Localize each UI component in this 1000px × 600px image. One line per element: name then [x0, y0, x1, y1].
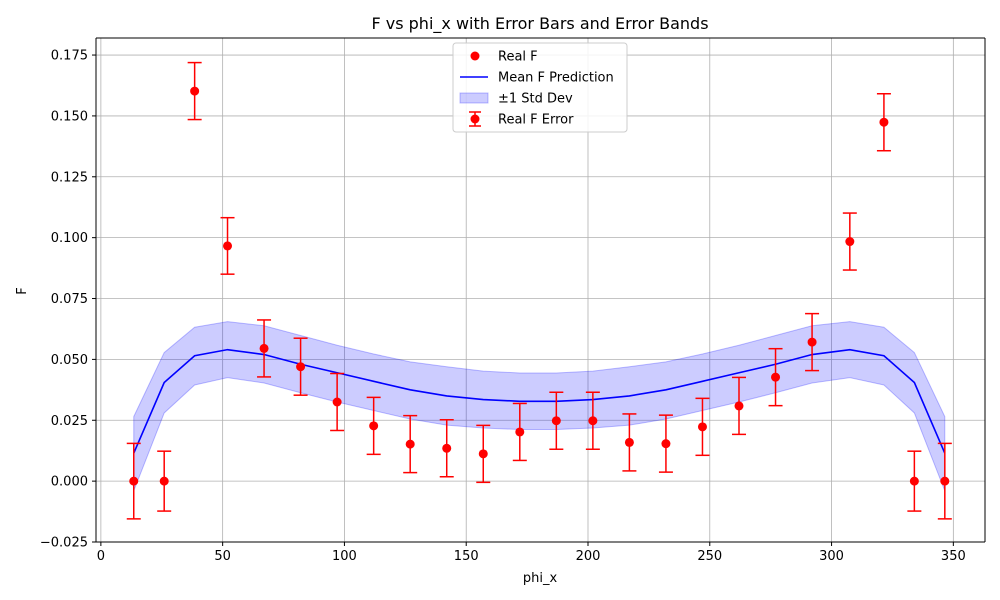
real-f-point: [661, 439, 671, 449]
legend: Real F Mean F Prediction ±1 Std Dev Real F …: [452, 42, 628, 133]
band-layer: [133, 321, 946, 492]
y-tick-label: 0.000: [51, 475, 88, 490]
axes-layer: [95, 37, 986, 543]
real-f-point: [624, 437, 634, 447]
x-tick-label: 100: [332, 549, 357, 564]
y-tick-label: 0.100: [51, 231, 88, 246]
point-layer: [129, 86, 950, 486]
legend-box: [452, 42, 628, 133]
real-f-point: [940, 476, 950, 486]
legend-item: ±1 Std Dev: [459, 92, 573, 107]
real-f-point: [369, 421, 379, 431]
legend-label: Mean F Prediction: [498, 71, 614, 86]
legend-label: Real F: [498, 50, 538, 65]
tick-layer: 0 50 100 150 200 250 300 350 −0.025 0.000 0.025 0.0…: [40, 49, 966, 564]
y-tick-label: 0.175: [51, 49, 88, 64]
real-f-point: [442, 443, 452, 453]
x-tick-label: 150: [454, 549, 479, 564]
real-f-point: [296, 362, 306, 372]
x-tick-label: 50: [214, 549, 231, 564]
y-tick-label: 0.150: [51, 109, 88, 124]
legend-label: Real F Error: [498, 113, 574, 128]
y-axis-label: F: [15, 287, 30, 294]
real-f-point: [879, 117, 889, 127]
real-f-point: [807, 337, 817, 347]
legend-marker: [470, 51, 480, 61]
legend-marker: [470, 114, 480, 124]
y-tick-label: 0.050: [51, 353, 88, 368]
real-f-point: [588, 416, 598, 426]
real-f-point: [332, 397, 342, 407]
real-f-point: [771, 372, 781, 382]
real-f-point: [734, 401, 744, 411]
y-tick-label: 0.025: [51, 414, 88, 429]
x-tick-label: 0: [97, 549, 105, 564]
x-tick-label: 200: [576, 549, 601, 564]
legend-item: Mean F Prediction: [460, 71, 614, 86]
real-f-point: [909, 476, 919, 486]
y-tick-label: 0.125: [51, 170, 88, 185]
mean-f-prediction-line: [133, 348, 946, 454]
real-f-point: [697, 422, 707, 432]
real-f-point: [190, 86, 200, 96]
std-dev-band: [133, 321, 946, 492]
line-layer: [133, 348, 946, 454]
real-f-point: [478, 449, 488, 459]
x-tick-label: 300: [819, 549, 844, 564]
real-f-point: [405, 439, 415, 449]
x-tick-label: 250: [697, 549, 722, 564]
real-f-point: [129, 476, 139, 486]
x-axis-label: phi_x: [523, 571, 558, 586]
real-f-point: [159, 476, 169, 486]
legend-label: ±1 Std Dev: [498, 92, 573, 107]
y-tick-label: 0.075: [51, 292, 88, 307]
legend-band-swatch: [459, 92, 489, 104]
legend-item: Real F Error: [469, 111, 574, 128]
chart-title: F vs phi_x with Error Bars and Error Ban…: [371, 14, 708, 34]
real-f-point: [845, 237, 855, 247]
real-f-point: [551, 416, 561, 426]
real-f-point: [259, 343, 269, 353]
real-f-point: [515, 427, 525, 437]
real-f-point: [223, 241, 233, 251]
y-tick-label: −0.025: [40, 536, 88, 551]
x-tick-label: 350: [941, 549, 966, 564]
legend-item: Real F: [470, 50, 538, 65]
